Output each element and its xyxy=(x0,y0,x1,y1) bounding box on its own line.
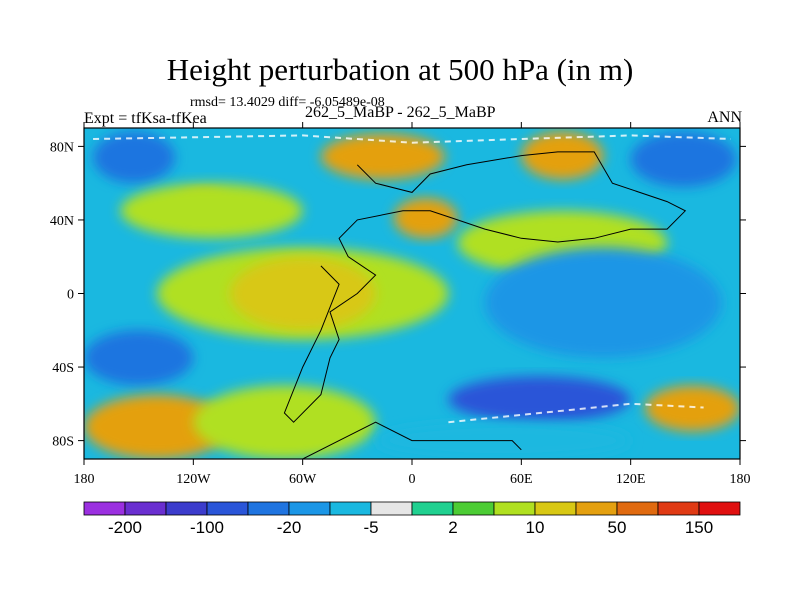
experiment-label: Expt = tfKsa-tfKea xyxy=(84,110,207,127)
colorbar-swatch xyxy=(493,501,536,516)
field-layer xyxy=(84,128,740,459)
colorbar-label: 50 xyxy=(608,518,627,537)
colorbar-label: -200 xyxy=(108,518,142,537)
season-label: ANN xyxy=(707,109,742,126)
colorbar-swatch xyxy=(575,501,618,516)
x-tick-label: 0 xyxy=(409,472,416,487)
region-south-yellow-east xyxy=(645,385,740,432)
coastline-0 xyxy=(266,421,522,459)
zero-contour-0 xyxy=(93,134,731,144)
region-n-america-green xyxy=(120,183,303,239)
region-north-yellow-atlantic xyxy=(320,133,445,180)
colorbar-swatch xyxy=(616,501,659,516)
region-pacific-blue xyxy=(484,247,722,358)
colorbar-label: -5 xyxy=(363,518,378,537)
colorbar-swatch xyxy=(657,501,700,516)
colorbar-swatch xyxy=(452,501,495,516)
x-tick-label: 60W xyxy=(289,472,317,487)
y-tick-label: 80N xyxy=(50,140,74,155)
chart-title: Height perturbation at 500 hPa (in m) xyxy=(166,52,634,87)
x-tick-label: 120E xyxy=(616,472,646,487)
axis-layer: 180 120W 60W 0 60E 120E 180 80N 40N 0 40S 80S xyxy=(50,122,751,487)
region-s-pacific-blue-west xyxy=(84,330,194,386)
colorbar-label: -20 xyxy=(277,518,302,537)
colorbar-label: -100 xyxy=(190,518,224,537)
x-tick-label: 60E xyxy=(510,472,533,487)
region-north-polar-blue-east xyxy=(630,131,737,187)
case-label: 262_5_MaBP - 262_5_MaBP xyxy=(305,104,496,121)
x-tick-label: 120W xyxy=(176,472,211,487)
region-north-yellow-eurasia xyxy=(521,131,604,180)
stats-label: rmsd= 13.4029 diff= -6.05489e-08 xyxy=(190,95,385,110)
x-tick-label: 180 xyxy=(74,472,95,487)
colorbar-swatch xyxy=(165,501,208,516)
region-north-polar-blue-west xyxy=(93,131,176,184)
region-south-green-atlantic xyxy=(193,385,376,459)
colorbar-swatch xyxy=(124,501,167,516)
y-tick-label: 80S xyxy=(52,435,74,450)
colorbar-label: 150 xyxy=(685,518,713,537)
region-n-europe-yellow xyxy=(393,197,458,239)
x-tick-label: 180 xyxy=(730,472,751,487)
region-south-yellow-west xyxy=(84,394,230,459)
colorbar-swatch xyxy=(370,501,413,516)
colorbar-swatch xyxy=(288,501,331,516)
colorbar-swatch xyxy=(698,501,741,516)
y-tick-label: 40S xyxy=(52,361,74,376)
colorbar-swatch xyxy=(411,501,454,516)
colorbar-swatch xyxy=(329,501,372,516)
colorbar-swatch xyxy=(534,501,577,516)
y-tick-label: 0 xyxy=(67,288,74,303)
coastline-layer xyxy=(93,134,731,459)
colorbar-label: 2 xyxy=(448,518,457,537)
coastline-1 xyxy=(283,151,687,423)
colorbar-swatch xyxy=(83,501,126,516)
colorbar-label: 10 xyxy=(526,518,545,537)
colorbar-swatch xyxy=(206,501,249,516)
region-southern-ocean-blue xyxy=(448,376,631,423)
region-tropical-yellow xyxy=(229,256,376,331)
y-tick-label: 40N xyxy=(50,214,74,229)
colorbar: -200 -100 -20 -5 2 10 50 150 xyxy=(83,501,741,537)
colorbar-swatch xyxy=(247,501,290,516)
zero-contour-1 xyxy=(448,402,704,424)
